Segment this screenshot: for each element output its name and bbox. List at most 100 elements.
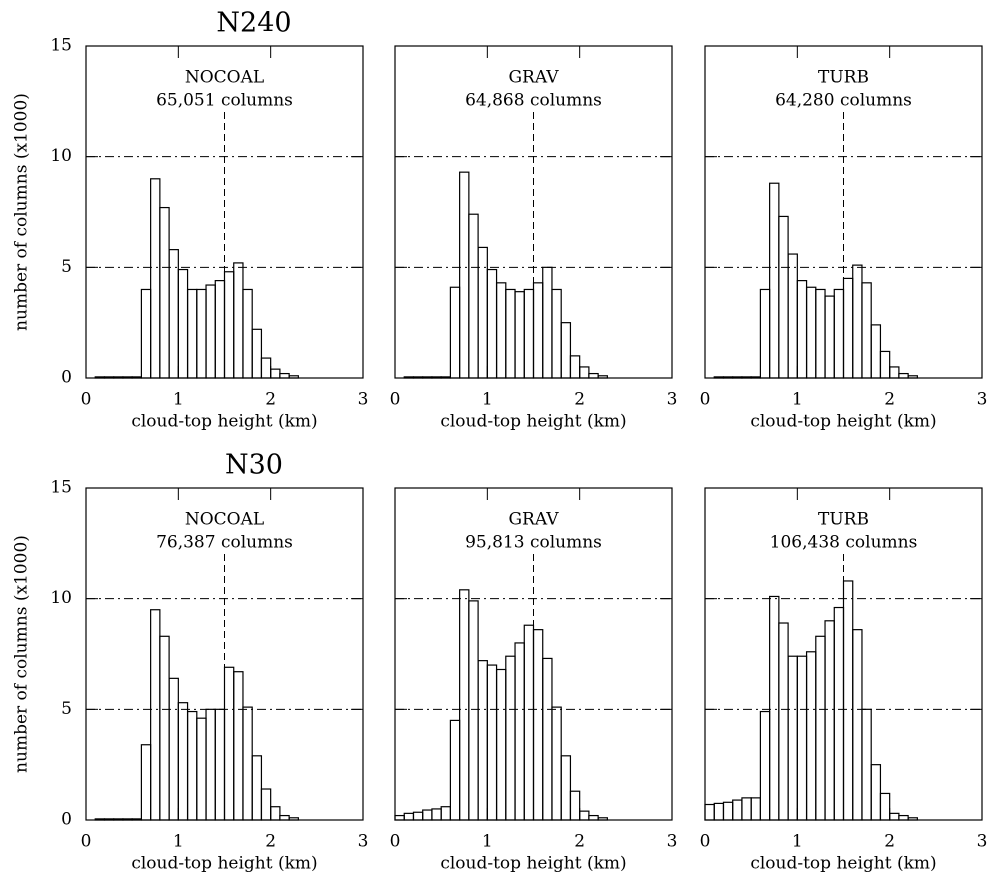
bar bbox=[861, 708, 872, 821]
bar bbox=[861, 282, 872, 379]
bar bbox=[205, 284, 216, 379]
bar bbox=[879, 350, 891, 379]
x-axis-label: cloud-top height (km) bbox=[750, 854, 936, 874]
bar bbox=[579, 366, 590, 379]
bar bbox=[168, 677, 179, 821]
bar bbox=[523, 624, 535, 821]
x-axis-label: cloud-top height (km) bbox=[750, 412, 936, 432]
count-label: 65,051 columns bbox=[156, 91, 293, 111]
count-label: 95,813 columns bbox=[465, 533, 602, 553]
bar bbox=[486, 268, 498, 379]
bar bbox=[805, 651, 817, 821]
bar bbox=[569, 790, 581, 821]
bar bbox=[394, 814, 405, 821]
bar bbox=[889, 812, 900, 821]
x-tick-label: 1 bbox=[482, 390, 493, 410]
x-tick-label: 3 bbox=[358, 832, 369, 852]
x-axis-label: cloud-top height (km) bbox=[440, 412, 626, 432]
bar bbox=[778, 215, 789, 379]
plot-frame bbox=[704, 45, 983, 379]
bar bbox=[842, 277, 854, 379]
panel-label: NOCOAL bbox=[185, 510, 264, 530]
count-label: 76,387 columns bbox=[156, 533, 293, 553]
bar bbox=[852, 629, 863, 821]
y-axis-label: number of columns (x1000) bbox=[12, 535, 32, 773]
bar bbox=[495, 282, 507, 379]
bar bbox=[898, 814, 909, 821]
panel-title: N240 bbox=[216, 8, 291, 39]
bar bbox=[495, 668, 507, 821]
bar bbox=[459, 171, 470, 379]
x-axis-label: cloud-top height (km) bbox=[131, 412, 317, 432]
bar bbox=[486, 664, 498, 821]
bar bbox=[778, 622, 789, 821]
bar bbox=[214, 280, 226, 379]
bar bbox=[824, 295, 835, 379]
x-tick-label: 3 bbox=[667, 390, 678, 410]
bar bbox=[704, 803, 715, 821]
x-tick-label: 2 bbox=[265, 832, 276, 852]
bar bbox=[514, 642, 525, 821]
x-tick-label: 3 bbox=[977, 832, 987, 852]
y-tick-label: 5 bbox=[61, 699, 72, 719]
bar bbox=[542, 266, 553, 379]
panel-label: NOCOAL bbox=[185, 68, 264, 88]
bar bbox=[796, 655, 808, 821]
bar bbox=[759, 710, 771, 821]
y-tick-label: 5 bbox=[61, 257, 72, 277]
x-tick-label: 0 bbox=[700, 390, 711, 410]
bar bbox=[196, 288, 207, 379]
bar bbox=[186, 288, 198, 379]
bar bbox=[214, 708, 226, 821]
bar bbox=[898, 372, 909, 379]
bar bbox=[251, 328, 263, 379]
bar bbox=[251, 755, 263, 821]
x-tick-label: 0 bbox=[81, 832, 92, 852]
bar bbox=[532, 629, 544, 821]
panel-label: GRAV bbox=[508, 510, 559, 530]
bar bbox=[477, 660, 488, 821]
bar bbox=[242, 288, 253, 379]
bar bbox=[879, 792, 891, 821]
bar bbox=[750, 797, 762, 821]
bar bbox=[542, 657, 553, 821]
bar bbox=[422, 809, 433, 821]
x-tick-label: 2 bbox=[574, 390, 585, 410]
count-label: 106,438 columns bbox=[770, 533, 918, 553]
bar bbox=[449, 286, 461, 379]
count-label: 64,280 columns bbox=[775, 91, 912, 111]
bar bbox=[270, 806, 281, 821]
bar bbox=[279, 814, 290, 821]
x-tick-label: 0 bbox=[390, 832, 401, 852]
plot-frame bbox=[85, 45, 364, 379]
bar bbox=[412, 811, 424, 821]
bar bbox=[260, 788, 272, 821]
x-tick-label: 1 bbox=[792, 390, 803, 410]
bar bbox=[168, 249, 179, 379]
count-label: 64,868 columns bbox=[465, 91, 602, 111]
bar bbox=[242, 706, 253, 821]
bar bbox=[177, 702, 189, 821]
y-tick-label: 0 bbox=[61, 368, 72, 388]
bar bbox=[833, 606, 845, 821]
bar bbox=[805, 286, 817, 379]
plot-frame bbox=[394, 45, 673, 379]
bar bbox=[532, 282, 544, 379]
bar bbox=[579, 810, 590, 821]
x-tick-label: 2 bbox=[884, 832, 895, 852]
bar bbox=[551, 706, 562, 821]
bar bbox=[279, 372, 290, 379]
x-tick-label: 3 bbox=[667, 832, 678, 852]
bar bbox=[140, 288, 152, 379]
bar bbox=[186, 710, 198, 821]
x-tick-label: 1 bbox=[482, 832, 493, 852]
bar bbox=[815, 288, 826, 379]
bar bbox=[177, 268, 189, 379]
bar bbox=[159, 206, 170, 379]
bar bbox=[560, 755, 572, 821]
bar bbox=[403, 812, 415, 821]
bar bbox=[787, 253, 798, 379]
bar bbox=[588, 372, 599, 379]
bar bbox=[551, 288, 562, 379]
x-tick-label: 2 bbox=[265, 390, 276, 410]
